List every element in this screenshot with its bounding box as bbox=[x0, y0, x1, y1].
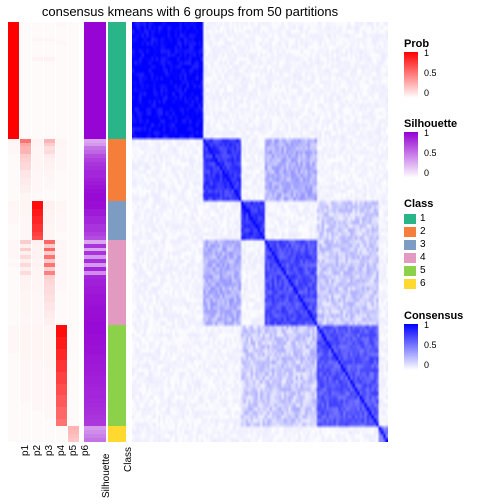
col-p3 bbox=[32, 22, 43, 442]
legend-label: 6 bbox=[420, 278, 426, 289]
xlabel: p4 bbox=[56, 445, 67, 456]
legend-tick: 0.5 bbox=[424, 148, 437, 158]
xlabel: p3 bbox=[44, 445, 55, 456]
xlabel: p1 bbox=[20, 445, 31, 456]
legend-silhouette: Silhouette1 0.5 0 bbox=[404, 118, 494, 178]
legend-tick: 0 bbox=[424, 360, 429, 370]
legend-class: Class 1 2 3 4 5 6 bbox=[404, 198, 494, 290]
xlabel: Class bbox=[123, 447, 134, 472]
col-p1 bbox=[8, 22, 19, 442]
legend-class-item: 5 bbox=[404, 264, 494, 277]
legend-tick: 0.5 bbox=[424, 68, 437, 78]
xlabel: p2 bbox=[32, 445, 43, 456]
xlabel: Silhouette bbox=[101, 454, 112, 498]
legend-swatch bbox=[404, 214, 416, 224]
legend-swatch bbox=[404, 240, 416, 250]
legend-class-item: 3 bbox=[404, 238, 494, 251]
legend-tick: 0.5 bbox=[424, 340, 437, 350]
col-p5 bbox=[56, 22, 67, 442]
col-p2 bbox=[20, 22, 31, 442]
legend-swatch bbox=[404, 266, 416, 276]
legend-tick: 1 bbox=[424, 320, 429, 330]
legend-tick: 0 bbox=[424, 168, 429, 178]
legend-tick: 1 bbox=[424, 128, 429, 138]
legend-label: 3 bbox=[420, 239, 426, 250]
legend-swatch bbox=[404, 227, 416, 237]
legend-swatch bbox=[404, 279, 416, 289]
col-p4 bbox=[44, 22, 55, 442]
legend-title: Silhouette bbox=[404, 118, 494, 130]
legend-title: Consensus bbox=[404, 310, 494, 322]
legend-title: Class bbox=[404, 198, 494, 210]
xlabel: p5 bbox=[68, 445, 79, 456]
legend-class-item: 2 bbox=[404, 225, 494, 238]
legend-prob: Prob1 0.5 0 bbox=[404, 38, 494, 98]
col-p6 bbox=[68, 22, 79, 442]
legend-label: 5 bbox=[420, 265, 426, 276]
legend-class-item: 1 bbox=[404, 212, 494, 225]
col-class bbox=[108, 22, 126, 442]
legend-label: 4 bbox=[420, 252, 426, 263]
page-title: consensus kmeans with 6 groups from 50 p… bbox=[0, 4, 380, 19]
consensus-heatmap bbox=[132, 22, 388, 442]
legend-class-item: 4 bbox=[404, 251, 494, 264]
legend-consensus: Consensus1 0.5 0 bbox=[404, 310, 494, 370]
legend-tick: 1 bbox=[424, 48, 429, 58]
col-silhouette bbox=[84, 22, 106, 442]
legend-label: 1 bbox=[420, 213, 426, 224]
xlabel: p6 bbox=[80, 445, 91, 456]
plot-area bbox=[8, 22, 388, 442]
legend-title: Prob bbox=[404, 38, 494, 50]
legend-label: 2 bbox=[420, 226, 426, 237]
legend-swatch bbox=[404, 253, 416, 263]
legend-class-item: 6 bbox=[404, 277, 494, 290]
legend-tick: 0 bbox=[424, 88, 429, 98]
